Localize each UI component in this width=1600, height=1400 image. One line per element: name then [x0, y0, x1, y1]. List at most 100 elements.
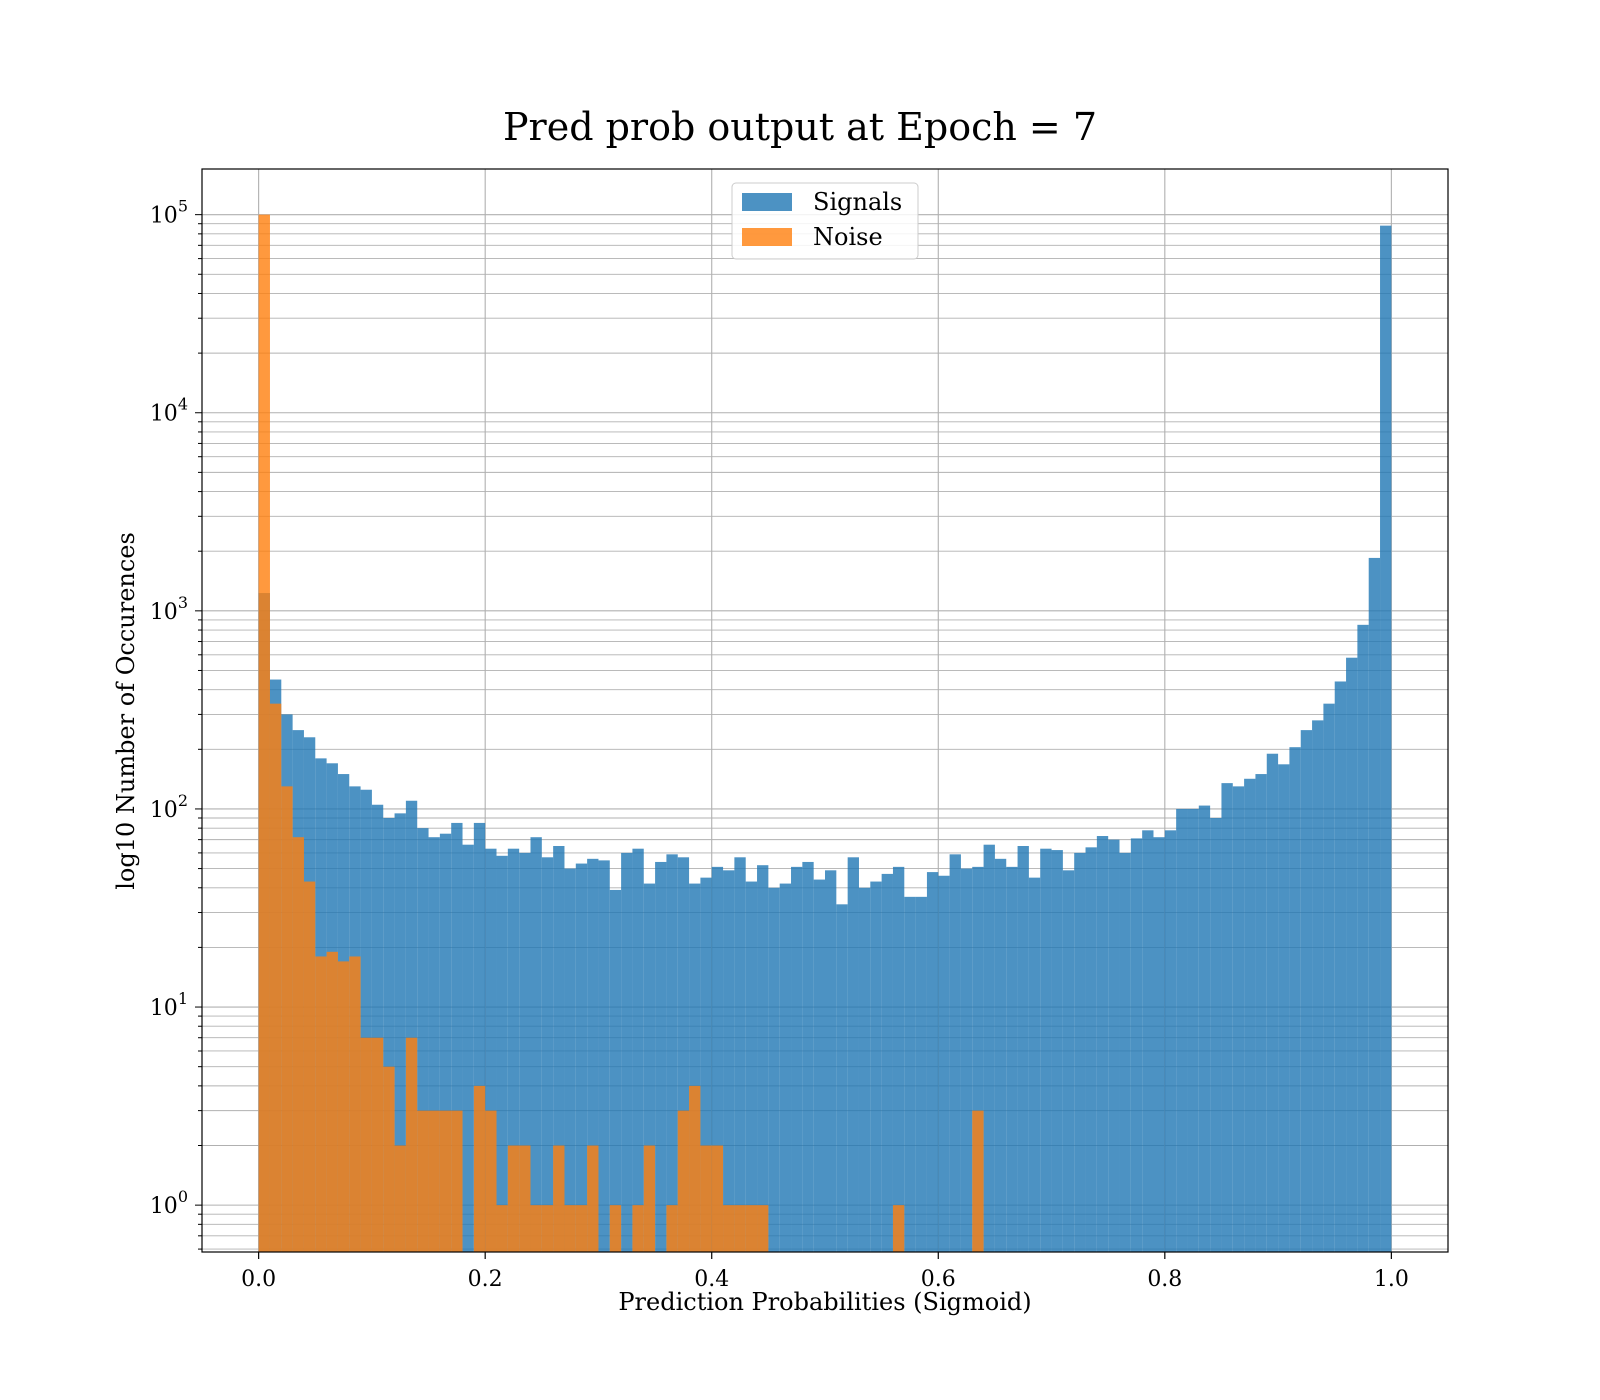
signal-bar — [870, 881, 882, 1252]
noise-bar — [281, 786, 293, 1252]
signal-bar — [1164, 830, 1177, 1252]
signal-bar — [1130, 838, 1143, 1252]
signal-bar — [383, 818, 395, 1252]
signal-bar — [598, 860, 610, 1252]
noise-bar — [892, 1205, 905, 1252]
signal-bar — [496, 855, 508, 1252]
signal-bar — [700, 877, 712, 1252]
noise-bar — [700, 1145, 712, 1252]
signal-bar — [530, 837, 542, 1252]
signal-bar — [1017, 846, 1029, 1252]
signal-bar — [1221, 783, 1233, 1252]
signal-bar — [1062, 870, 1075, 1252]
signal-bar — [1266, 753, 1279, 1252]
y-tick-exponent: 4 — [178, 395, 188, 414]
noise-bar — [496, 1205, 508, 1252]
noise-bar — [507, 1145, 520, 1252]
signal-bar — [394, 813, 406, 1252]
signal-bar — [609, 889, 622, 1252]
x-tick-label: 1.0 — [1374, 1267, 1409, 1292]
signal-bar — [1096, 836, 1109, 1252]
noise-bar — [485, 1110, 497, 1252]
signal-bar — [972, 866, 984, 1252]
signal-bar — [1006, 866, 1018, 1252]
signal-bar — [1368, 557, 1381, 1252]
noise-bar — [734, 1205, 746, 1252]
y-tick-label: 103 — [150, 593, 188, 625]
y-tick-base: 10 — [150, 204, 178, 229]
signal-bar — [892, 866, 905, 1252]
legend-swatch-signals — [742, 193, 792, 211]
signal-bar — [1153, 837, 1165, 1252]
noise-bar — [292, 837, 304, 1252]
signal-bar — [587, 858, 599, 1252]
noise-bar — [553, 1145, 565, 1252]
noise-bar — [360, 1037, 372, 1252]
x-axis-ticks: 0.0 0.2 0.4 0.6 0.8 1.0 — [241, 1252, 1409, 1292]
signal-bar — [802, 861, 814, 1252]
signal-bar — [507, 848, 520, 1252]
signal-bar — [734, 857, 746, 1252]
signal-bar — [983, 844, 995, 1252]
signal-bar — [1300, 730, 1313, 1252]
noise-bar — [632, 1205, 644, 1252]
noise-bar — [564, 1205, 576, 1252]
signal-bar — [485, 848, 497, 1252]
x-tick-label: 0.2 — [468, 1267, 503, 1292]
signal-bar — [666, 854, 678, 1252]
noise-bar — [303, 881, 316, 1252]
noise-bar — [269, 703, 282, 1252]
legend-label-signals: Signals — [813, 188, 902, 216]
x-axis-label: Prediction Probabilities (Sigmoid) — [618, 1288, 1031, 1316]
noise-bar — [677, 1110, 690, 1252]
y-tick-base: 10 — [150, 798, 178, 823]
legend-swatch-noise — [742, 228, 792, 246]
noise-bar — [530, 1205, 542, 1252]
signal-bar — [553, 846, 565, 1252]
x-tick-label: 0.6 — [921, 1267, 956, 1292]
signal-bar — [1323, 703, 1335, 1252]
signal-bar — [677, 857, 690, 1252]
signal-bar — [1210, 818, 1222, 1252]
signal-bar — [1176, 808, 1188, 1252]
noise-bar — [711, 1145, 724, 1252]
y-tick-exponent: 0 — [178, 1187, 188, 1206]
signal-bar — [938, 875, 950, 1252]
signal-bar — [994, 858, 1007, 1252]
signal-bar — [428, 837, 440, 1252]
noise-bar — [428, 1110, 440, 1252]
signal-bar — [632, 848, 644, 1252]
noise-bar — [745, 1205, 758, 1252]
signal-bar — [1108, 839, 1120, 1252]
signal-bar — [1074, 852, 1086, 1252]
y-tick-label: 102 — [150, 791, 188, 823]
signal-bar — [564, 868, 576, 1252]
noise-bar — [643, 1145, 656, 1252]
signal-bar — [575, 863, 588, 1252]
y-tick-label: 105 — [150, 197, 188, 229]
signal-bar — [1085, 847, 1097, 1252]
x-tick-label: 0.8 — [1147, 1267, 1182, 1292]
noise-bar — [519, 1145, 531, 1252]
signal-bar — [926, 872, 939, 1252]
y-tick-exponent: 2 — [178, 791, 188, 810]
y-tick-base: 10 — [150, 402, 178, 427]
signal-bar — [791, 866, 803, 1252]
signal-bar — [1232, 786, 1245, 1252]
legend: Signals Noise — [731, 182, 919, 260]
noise-bar — [451, 1110, 463, 1252]
noise-bar — [383, 1066, 395, 1252]
noise-bar — [326, 951, 338, 1252]
signal-bar — [1040, 848, 1052, 1252]
noise-bar — [575, 1205, 588, 1252]
y-tick-exponent: 1 — [178, 989, 188, 1008]
signal-bar — [439, 833, 452, 1252]
noise-bar — [315, 956, 327, 1252]
noise-bar — [258, 214, 270, 1252]
signal-bar — [1278, 764, 1290, 1252]
noise-bar — [371, 1037, 384, 1252]
signal-bar — [1357, 624, 1369, 1252]
noise-bar — [972, 1110, 984, 1252]
noise-bar — [439, 1110, 452, 1252]
